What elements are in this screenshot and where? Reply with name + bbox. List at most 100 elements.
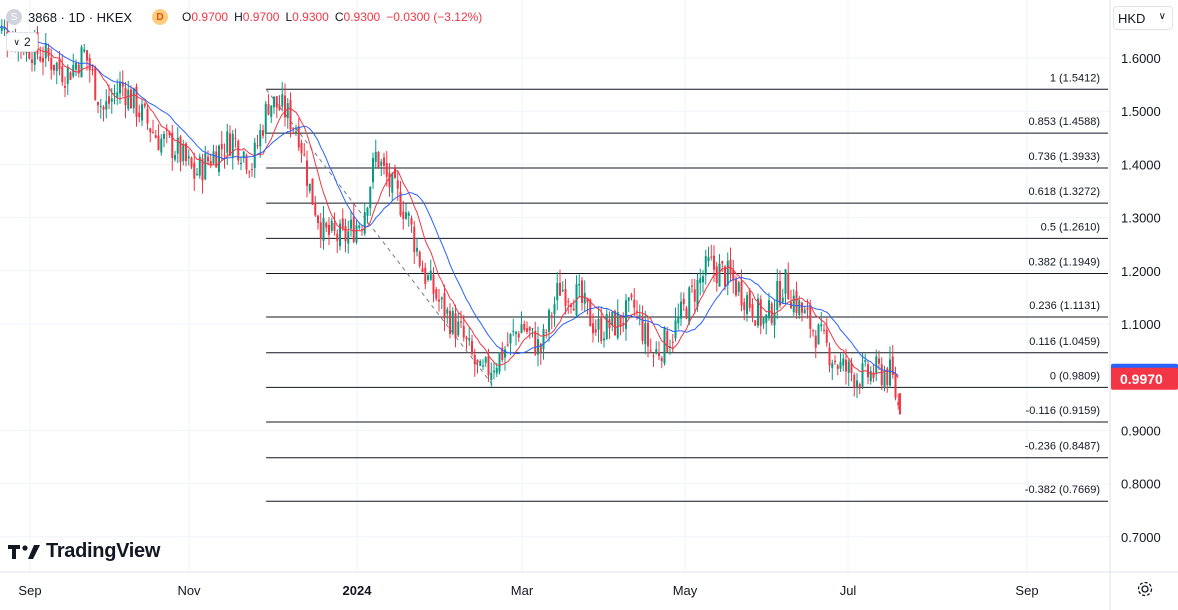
ohlc-close: C0.9300: [334, 10, 381, 24]
candle-body: [132, 88, 135, 109]
candle-body: [187, 156, 190, 159]
tradingview-logo-icon: [8, 544, 40, 559]
candle-body: [198, 156, 201, 176]
candle-body: [663, 327, 666, 364]
gear-icon[interactable]: [1136, 580, 1154, 598]
candle-body: [220, 143, 223, 150]
candle-body: [823, 329, 826, 331]
candle-body: [743, 302, 746, 311]
candles: [0, 19, 901, 415]
candle-body: [344, 226, 347, 242]
candle-body: [614, 310, 617, 336]
candle-body: [223, 154, 226, 156]
candle-body: [3, 27, 6, 30]
candle-body: [292, 128, 295, 130]
moving-averages: [0, 26, 899, 379]
candle-body: [792, 295, 795, 313]
candle-body: [784, 269, 787, 294]
candle-body: [718, 263, 721, 287]
candle-body: [319, 222, 322, 239]
candle-body: [369, 187, 372, 208]
candle-body: [124, 88, 127, 106]
candle-body: [806, 307, 809, 310]
candle-body: [427, 275, 430, 280]
candle-body: [702, 276, 705, 283]
candle-body: [471, 340, 474, 354]
candle-body: [281, 94, 284, 107]
candle-body: [677, 316, 680, 324]
candle-body: [135, 86, 138, 117]
candle-body: [204, 153, 207, 180]
indicators-toggle[interactable]: ∨ 2: [6, 32, 38, 52]
candle-body: [80, 47, 83, 78]
candle-body: [121, 82, 124, 87]
delayed-badge[interactable]: D: [152, 9, 169, 25]
candle-body: [152, 131, 155, 133]
candle-body: [372, 157, 375, 183]
candle-body: [308, 183, 311, 192]
candle-body: [366, 208, 369, 216]
tradingview-logo[interactable]: TradingView: [8, 540, 160, 563]
candle-body: [443, 293, 446, 319]
symbol-logo-icon[interactable]: S: [6, 9, 22, 25]
candle-body: [581, 280, 584, 303]
candle-body: [834, 360, 837, 363]
candle-body: [553, 304, 556, 315]
candle-body: [801, 302, 804, 313]
candle-body: [704, 256, 707, 276]
last-price-label: 0.9970: [1120, 371, 1163, 387]
candle-body: [589, 299, 592, 327]
candle-body: [726, 260, 729, 286]
candle-body: [748, 290, 751, 308]
price-tick-label: 1.2000: [1121, 264, 1161, 279]
candle-body: [440, 297, 443, 300]
symbol-title[interactable]: 3868 · 1D · HKEX: [28, 9, 133, 25]
candle-body: [267, 104, 270, 115]
price-axis: 1.6000 1.5000 1.4000 1.3000 1.2000 1.1000 0.90…: [1109, 0, 1178, 610]
candle-body: [64, 85, 67, 88]
candle-body: [762, 318, 765, 325]
candle-body: [597, 318, 600, 330]
chevron-down-icon: ∨: [1158, 11, 1166, 22]
candle-body: [284, 95, 287, 118]
candle-body: [465, 337, 468, 340]
candle-body: [130, 89, 133, 109]
ohlc-low: L0.9300: [285, 10, 329, 24]
candle-body: [388, 172, 391, 188]
candle-body: [432, 274, 435, 294]
candle-body: [746, 295, 749, 315]
candle-body: [328, 224, 331, 235]
candle-body: [322, 217, 325, 241]
candle-body: [69, 72, 72, 80]
candle-body: [732, 269, 735, 281]
candle-body: [99, 105, 102, 107]
candle-body: [894, 374, 897, 398]
candle-body: [586, 298, 589, 303]
candle-body: [864, 360, 867, 362]
candle-body: [473, 354, 476, 365]
time-tick-label: Jul: [840, 583, 857, 598]
currency-select[interactable]: HKD ∨: [1113, 6, 1173, 30]
candle-body: [212, 151, 215, 164]
candle-body: [572, 308, 575, 311]
candle-body: [454, 313, 457, 338]
fib-level-label: -0.382 (0.7669): [1025, 484, 1100, 496]
candle-body: [154, 135, 157, 138]
candle-body: [735, 279, 738, 296]
candle-body: [311, 178, 314, 205]
candle-body: [531, 328, 534, 330]
candle-body: [83, 49, 86, 52]
candle-body: [578, 284, 581, 286]
candle-body: [809, 304, 812, 329]
candle-body: [405, 212, 408, 219]
candle-body: [825, 329, 828, 343]
candle-body: [666, 330, 669, 352]
candle-body: [105, 101, 108, 110]
candle-body: [875, 356, 878, 374]
candle-body: [828, 347, 831, 366]
price-tick-label: 1.1000: [1121, 317, 1161, 332]
candle-body: [149, 128, 152, 133]
candle-body: [237, 140, 240, 161]
price-tick-label: 0.8000: [1121, 477, 1161, 492]
